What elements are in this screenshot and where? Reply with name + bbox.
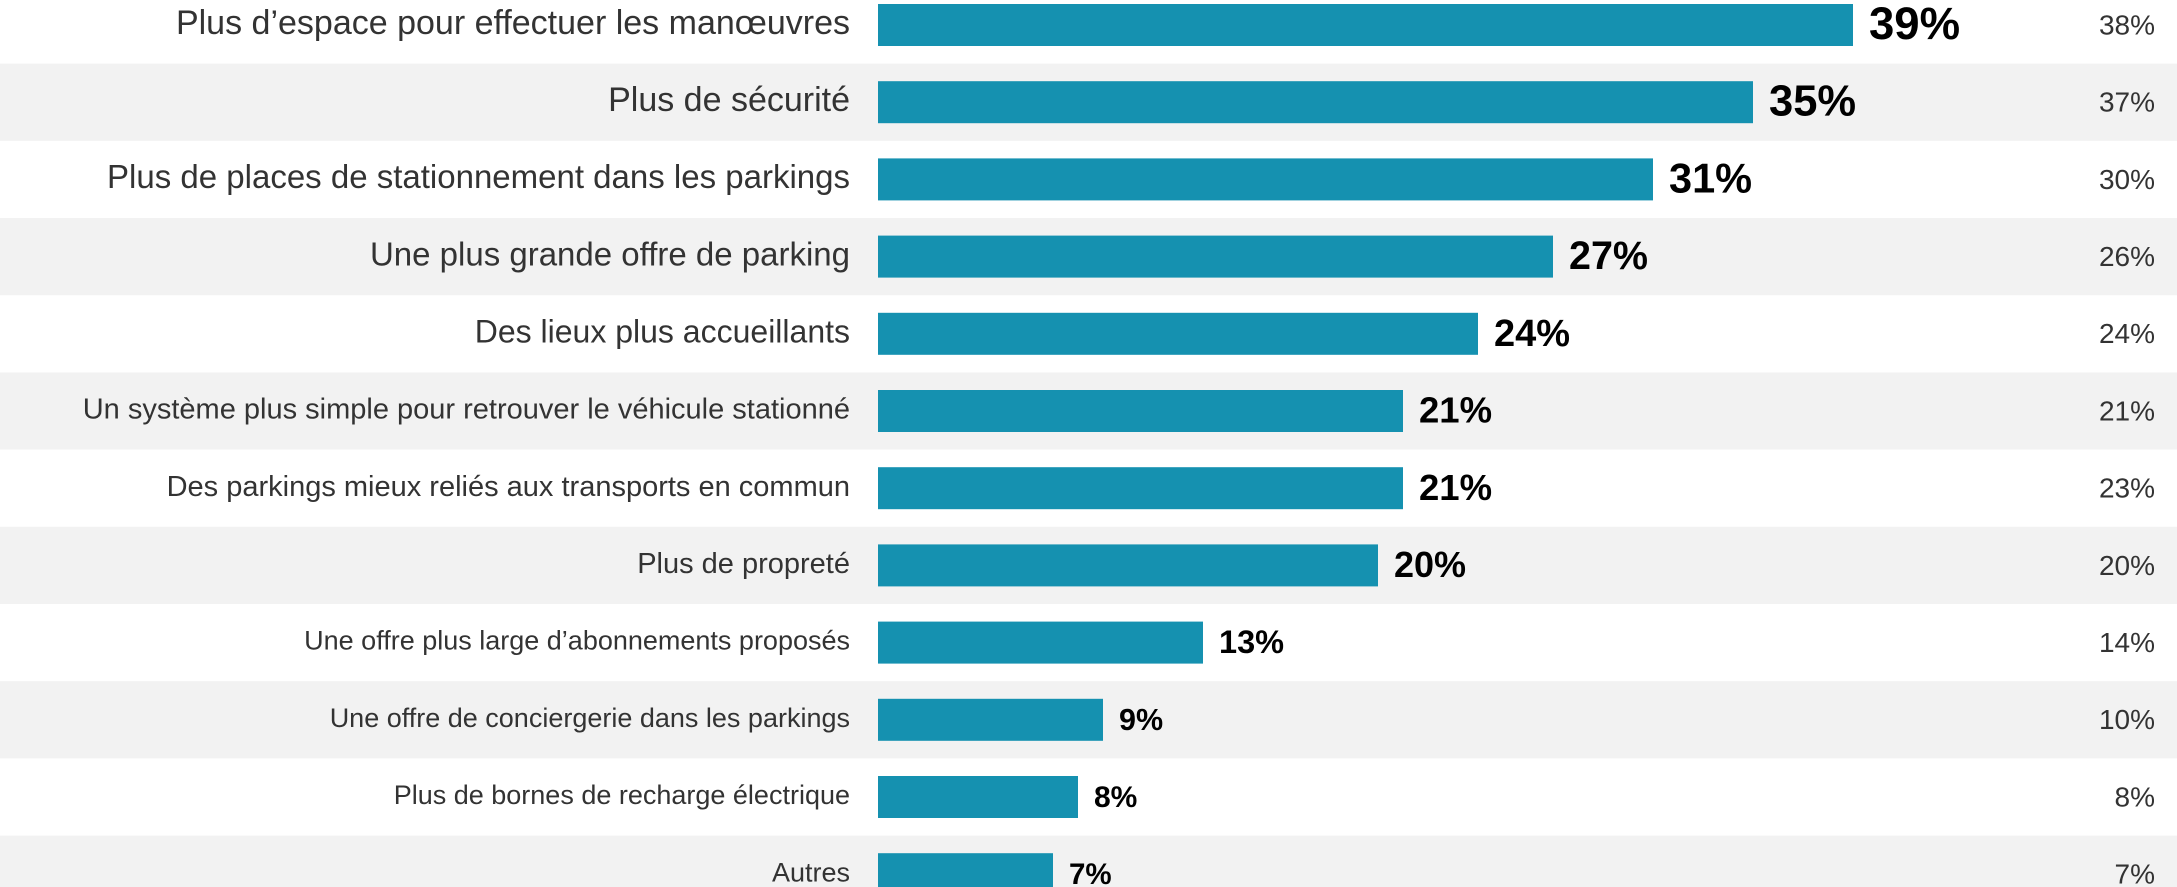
value-label: 13% [1219,624,1284,660]
bar [878,853,1053,887]
category-label: Une offre plus large d’abonnements propo… [304,626,850,656]
category-label: Plus d’espace pour effectuer les manœuvr… [176,4,850,42]
category-label: Une offre de conciergerie dans les parki… [330,703,850,733]
bar [878,158,1653,201]
comparison-label: 21% [2099,395,2155,426]
bar [878,698,1103,741]
category-label: Une plus grande offre de parking [370,235,850,272]
bar [878,81,1753,124]
value-label: 35% [1769,78,1856,126]
value-label: 21% [1419,390,1492,431]
comparison-label: 7% [2115,859,2155,887]
comparison-label: 24% [2099,318,2155,349]
comparison-label: 26% [2099,241,2155,272]
bar [878,776,1078,818]
bar [878,235,1553,278]
comparison-label: 8% [2115,781,2155,812]
comparison-label: 23% [2099,473,2155,504]
value-label: 39% [1869,0,1960,49]
value-label: 20% [1394,544,1466,585]
category-label: Des lieux plus accueillants [475,313,850,349]
value-label: 24% [1494,313,1570,355]
bar [878,467,1403,510]
bar [878,621,1203,664]
bar [878,312,1478,355]
category-label: Un système plus simple pour retrouver le… [83,394,850,426]
category-label: Autres [772,857,850,887]
value-label: 8% [1094,781,1137,814]
bar [878,4,1853,46]
comparison-label: 38% [2099,9,2155,40]
value-label: 21% [1419,467,1492,508]
value-label: 31% [1669,154,1752,201]
category-label: Plus de places de stationnement dans les… [107,158,850,195]
comparison-label: 37% [2099,87,2155,118]
bar [878,390,1403,432]
category-label: Plus de propreté [637,548,850,580]
row-band [0,835,2177,887]
category-label: Plus de bornes de recharge électrique [394,780,850,810]
value-label: 7% [1069,858,1112,887]
comparison-label: 20% [2099,550,2155,581]
bar [878,544,1378,587]
value-label: 9% [1119,703,1163,737]
comparison-label: 14% [2099,627,2155,658]
comparison-label: 10% [2099,704,2155,735]
category-label: Des parkings mieux reliés aux transports… [167,471,850,503]
value-label: 27% [1569,234,1648,278]
category-label: Plus de sécurité [608,81,850,119]
comparison-label: 30% [2099,164,2155,195]
